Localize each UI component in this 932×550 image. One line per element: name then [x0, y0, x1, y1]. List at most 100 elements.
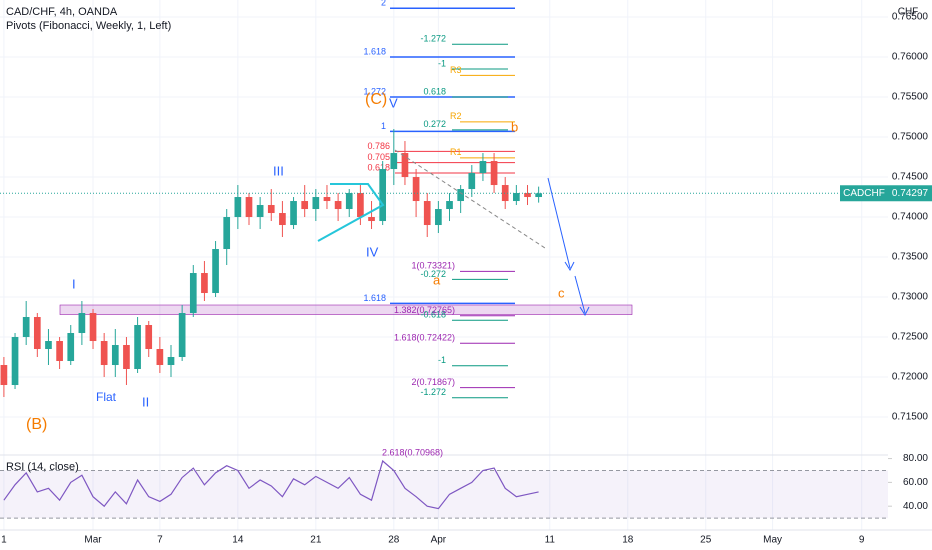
x-tick-label: 18: [622, 535, 634, 546]
candle-body: [245, 197, 253, 218]
candle-body: [379, 169, 387, 222]
candle-body: [212, 249, 219, 294]
candle-body: [312, 197, 320, 210]
candle-body: [535, 193, 542, 198]
plot: 2 1.618 1.272 1 1.618 -1.272 -1 0.618 0.272 -0.27…: [0, 0, 888, 519]
x-tick-label: 25: [700, 535, 712, 546]
triangle: [317, 183, 385, 242]
candle-body: [290, 201, 297, 226]
level-label: 1(0.73321): [411, 261, 455, 271]
wave-label: Flat: [96, 390, 117, 404]
candle-body: [111, 345, 119, 366]
wave-label: c: [558, 285, 565, 300]
candle-body: [501, 185, 509, 202]
y-tick-label: 0.73500: [892, 252, 929, 263]
candle-body: [457, 189, 464, 202]
candle-body: [145, 325, 153, 350]
wave-label: I: [72, 276, 76, 291]
candle-body: [78, 313, 86, 334]
price-tag: [888, 185, 932, 202]
candle-body: [45, 341, 52, 350]
grid: [0, 0, 888, 530]
candle-body: [234, 197, 242, 218]
symbol-tag: [840, 185, 888, 202]
candle-body: [201, 273, 208, 294]
rsi-title: RSI (14, close): [6, 461, 79, 473]
level-label: 1.382(0.72765): [394, 305, 455, 315]
indicator-label: Pivots (Fibonacci, Weekly, 1, Left): [6, 20, 171, 32]
wave-label: a: [433, 272, 441, 287]
candle-body: [323, 197, 331, 202]
level-label: -0.618: [420, 310, 446, 320]
rsi-band: [0, 470, 888, 519]
candle-body: [156, 349, 164, 366]
zone: [59, 304, 633, 315]
candle-body: [357, 193, 364, 218]
candle-body: [345, 193, 353, 210]
level-label: R3: [450, 65, 462, 75]
wave-label: V: [389, 95, 398, 110]
candle-body: [279, 213, 286, 226]
candle-body: [33, 317, 41, 350]
level-label: 0.705: [367, 152, 390, 162]
currency-label: CHF: [898, 7, 919, 18]
candle-body: [468, 173, 476, 190]
level-label: 0.618: [367, 162, 390, 172]
level-label: 0.618: [423, 86, 446, 96]
level-label: -1: [438, 58, 446, 68]
level-label: 0.272: [423, 119, 446, 129]
wave-label: III: [273, 163, 284, 178]
candle-body: [178, 313, 186, 358]
level-label: 1: [381, 121, 386, 131]
candle-body: [89, 313, 97, 342]
candle-body: [513, 193, 520, 202]
candle-body: [301, 201, 309, 210]
level-label: 1.618: [363, 293, 386, 303]
candle-body: [189, 273, 197, 314]
arrow: [547, 177, 575, 272]
candle-body: [0, 365, 8, 386]
candle-body: [256, 205, 264, 218]
level-label: -1: [438, 355, 446, 365]
x-tick-label: 1: [1, 535, 7, 546]
candle-body: [67, 333, 75, 362]
candle-body: [524, 193, 531, 198]
level-label: 1.618: [363, 46, 386, 56]
candle-body: [334, 201, 342, 210]
wave-label: (B): [26, 416, 47, 433]
y-tick-label: 0.75000: [892, 132, 929, 143]
level-label: 1.272: [363, 86, 386, 96]
candle-body: [490, 161, 498, 186]
y-tick-label: 0.74500: [892, 172, 929, 183]
candle-body: [435, 209, 442, 226]
rsi-tick-label: 80.00: [903, 453, 928, 464]
x-tick-label: 28: [388, 535, 400, 546]
y-tick-label: 0.76500: [892, 12, 929, 23]
y-tick-label: 0.72000: [892, 372, 929, 383]
level-label: -1.272: [420, 387, 446, 397]
x-tick-label: Mar: [84, 535, 102, 546]
candle-body: [401, 153, 409, 178]
y-tick-label: 0.75500: [892, 92, 929, 103]
y-tick-label: 0.74000: [892, 212, 929, 223]
trend-dash: [394, 149, 546, 249]
y-tick-label: 0.72500: [892, 332, 929, 343]
y-tick-label: 0.71500: [892, 412, 929, 423]
level-label: 0.786: [367, 141, 390, 151]
candle-body: [368, 217, 375, 222]
x-tick-label: 9: [859, 535, 865, 546]
x-tick-label: 7: [157, 535, 163, 546]
rsi-tick-label: 60.00: [903, 477, 928, 488]
wave-label: b: [511, 119, 518, 134]
x-tick-label: 11: [545, 535, 556, 546]
candle-body: [134, 325, 141, 370]
candle-body: [412, 177, 420, 202]
candle-body: [479, 161, 487, 174]
level-label: R2: [450, 111, 462, 121]
x-tick-label: May: [763, 535, 782, 546]
x-tick-label: Apr: [431, 535, 447, 546]
candle-body: [167, 357, 175, 366]
wave-label: II: [142, 394, 149, 409]
symbol-label: CADCHF: [843, 188, 885, 199]
